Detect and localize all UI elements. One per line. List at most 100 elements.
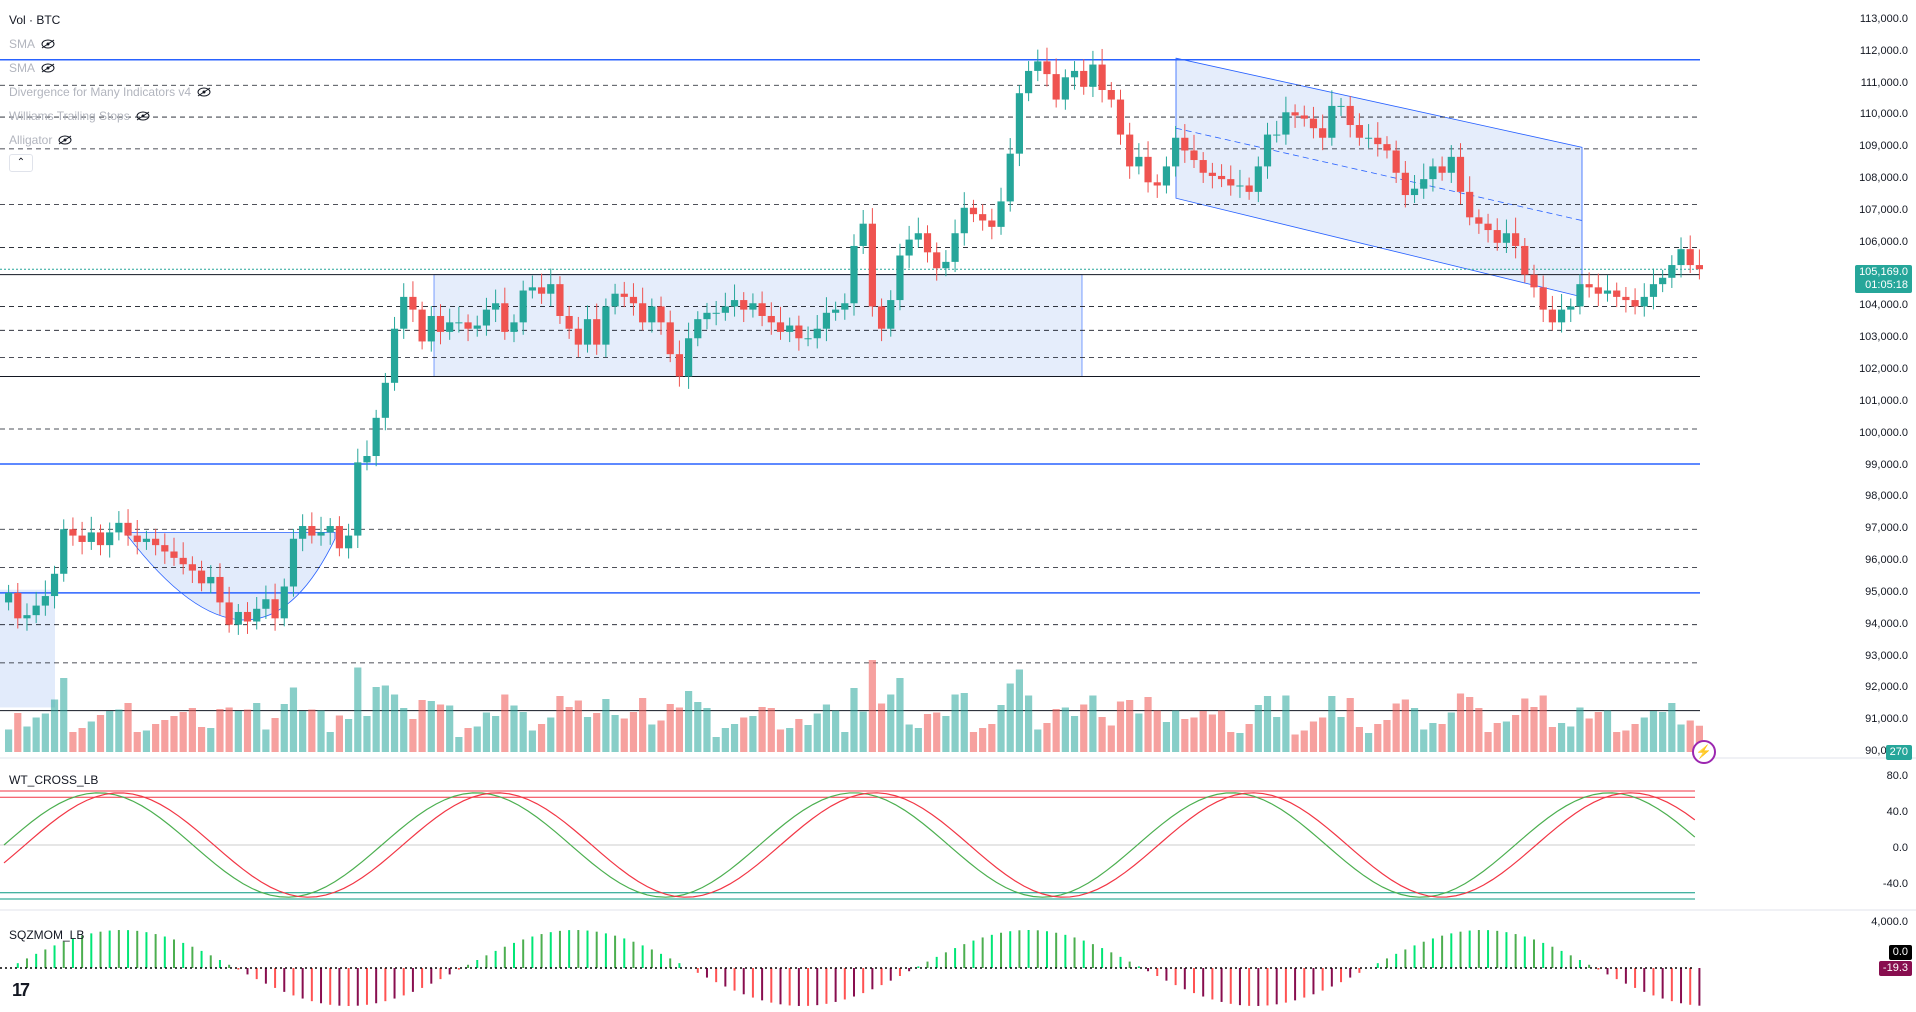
volume-bar xyxy=(1061,707,1069,752)
price-axis[interactable]: 113,000.0 112,000.0 111,000.0 110,000.0 109,… xyxy=(1846,0,1916,1012)
legend-williams[interactable]: Williams Trailing Stops xyxy=(9,109,130,123)
volume-bar xyxy=(1217,710,1226,752)
candle-body xyxy=(923,233,932,253)
volume-bar xyxy=(1567,726,1575,752)
volume-bar xyxy=(455,737,463,752)
volume-bar xyxy=(197,727,206,752)
candle-body xyxy=(492,303,500,310)
volume-bar xyxy=(1613,732,1621,752)
volume-bar xyxy=(1052,709,1060,752)
volume-bar xyxy=(666,704,674,752)
volume-bar xyxy=(179,712,187,752)
volume-bar xyxy=(712,737,720,752)
legend-divergence[interactable]: Divergence for Many Indicators v4 xyxy=(9,85,192,99)
volume-bar xyxy=(620,718,628,752)
candle-body xyxy=(1631,300,1639,307)
volume-bar xyxy=(574,700,582,752)
legend-sma-2[interactable]: SMA xyxy=(9,61,36,75)
volume-bar xyxy=(547,717,555,752)
volume-bar xyxy=(23,726,31,752)
volume-bar xyxy=(1557,723,1566,752)
price-tick: 102,000.0 xyxy=(1859,363,1908,376)
volume-bar xyxy=(280,704,288,752)
volume-bar xyxy=(685,691,693,752)
candle-body xyxy=(1365,137,1373,139)
volume-bar xyxy=(32,717,40,752)
volume-bar xyxy=(1640,717,1648,752)
sqz-pane-label: SQZMOM_LB xyxy=(9,928,85,942)
last-price: 105,169.0 xyxy=(1859,266,1908,278)
volume-bar xyxy=(1098,717,1106,752)
hidden-eye-icon[interactable] xyxy=(58,135,72,145)
volume-bar xyxy=(1135,713,1143,752)
volume-bar xyxy=(703,708,711,752)
hidden-eye-icon[interactable] xyxy=(197,87,211,97)
volume-bar xyxy=(602,699,610,752)
candle-body xyxy=(115,522,123,533)
volume-bar xyxy=(565,707,573,752)
tradingview-logo-icon: 17 xyxy=(12,980,30,1000)
volume-bar xyxy=(363,716,371,752)
volume-bar xyxy=(1015,669,1023,752)
candle-body xyxy=(50,573,59,597)
wt-tick-minus40: -40.0 xyxy=(1882,878,1908,890)
candle-body xyxy=(207,576,215,584)
descending-channel xyxy=(1175,57,1583,298)
hidden-eye-icon[interactable] xyxy=(41,39,55,49)
hidden-eye-icon[interactable] xyxy=(41,63,55,73)
candle-body xyxy=(776,322,785,332)
volume-bar xyxy=(1300,730,1308,752)
candle-body xyxy=(685,338,693,377)
candle-body xyxy=(234,611,242,625)
price-tick: 99,000.0 xyxy=(1865,458,1908,471)
candle-body xyxy=(795,325,803,339)
volume-bar xyxy=(1539,695,1547,752)
candle-body xyxy=(1659,277,1667,285)
volume-bar xyxy=(1263,696,1272,752)
volume-bar xyxy=(262,729,270,752)
candle-body xyxy=(565,315,573,329)
candle-body xyxy=(289,538,298,587)
volume-bar xyxy=(923,714,932,752)
candle-body xyxy=(1484,223,1492,231)
volume-bar xyxy=(1392,703,1400,752)
legend-alligator[interactable]: Alligator xyxy=(9,133,53,147)
volume-bar xyxy=(1116,701,1125,752)
volume-bar xyxy=(749,716,757,752)
candle-body xyxy=(1557,309,1566,323)
candle-body xyxy=(914,233,922,240)
volume-bar xyxy=(1429,723,1437,752)
candle-body xyxy=(960,207,968,234)
volume-bar xyxy=(694,702,702,752)
wt-line-1 xyxy=(3,792,1696,898)
wt-line-2 xyxy=(3,792,1696,898)
volume-bar xyxy=(96,715,105,752)
volume-bar xyxy=(161,720,169,752)
lightning-icon[interactable]: ⚡ xyxy=(1692,740,1716,764)
candle-body xyxy=(951,233,959,262)
collapse-legend-button[interactable]: ⌃ xyxy=(9,154,33,172)
candle-body xyxy=(142,538,151,542)
candle-body xyxy=(1089,64,1097,87)
volume-bar xyxy=(896,678,904,752)
legend-sma-1[interactable]: SMA xyxy=(9,37,36,51)
volume-bar xyxy=(1355,727,1363,752)
price-tick: 100,000.0 xyxy=(1859,426,1908,439)
candle-body xyxy=(1649,284,1658,297)
volume-bar xyxy=(1686,720,1694,752)
volume-bar xyxy=(133,732,141,752)
candle-body xyxy=(299,526,307,539)
volume-bar xyxy=(822,704,831,752)
hidden-eye-icon[interactable] xyxy=(136,111,150,121)
candle-body xyxy=(896,255,904,301)
volume-bar xyxy=(152,724,160,752)
volume-bar xyxy=(41,713,49,752)
volume-bar xyxy=(1070,716,1079,752)
price-tick: 104,000.0 xyxy=(1859,299,1908,312)
candle-body xyxy=(767,315,775,323)
volume-bar xyxy=(372,687,380,752)
volume-bar xyxy=(418,700,426,752)
candle-body xyxy=(345,535,353,549)
volume-bar xyxy=(877,703,886,752)
